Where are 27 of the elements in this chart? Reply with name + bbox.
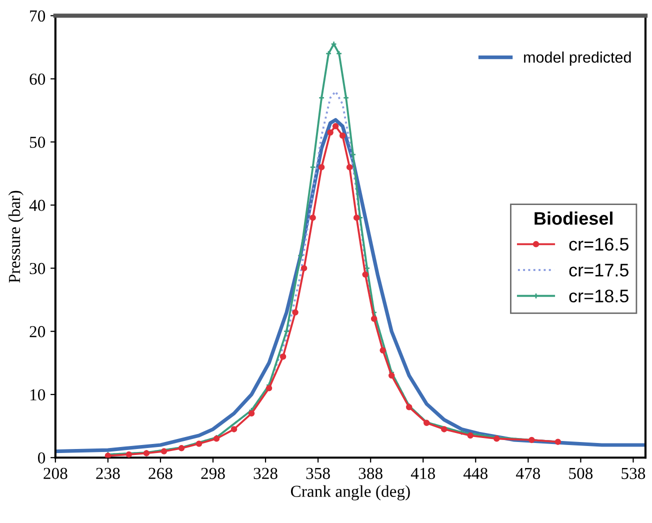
legend-title: Biodiesel <box>534 212 612 225</box>
x-tick-label: 328 <box>254 468 278 480</box>
x-tick-label: 418 <box>410 468 435 480</box>
x-tick-label: 208 <box>44 468 68 480</box>
x-tick-label: 538 <box>622 468 646 480</box>
x-tick-label: 388 <box>358 468 382 480</box>
y-tick-label: 70 <box>30 10 46 22</box>
y-tick-label: 40 <box>29 200 46 212</box>
legend-label: cr=18.5 <box>569 290 628 302</box>
y-tick-label: 50 <box>30 136 46 148</box>
x-tick-label: 238 <box>96 468 120 480</box>
y-tick-label: 10 <box>30 389 46 400</box>
x-tick-label: 268 <box>148 468 172 480</box>
x-tick-label: 358 <box>306 468 330 480</box>
legend-label: cr=17.5 <box>569 264 628 277</box>
legend-label: cr=16.5 <box>569 238 628 251</box>
x-tick-label: 508 <box>569 468 593 480</box>
x-tick-label: 298 <box>201 468 225 480</box>
y-tick-label: 30 <box>30 262 46 274</box>
y-tick-label: 20 <box>30 326 46 338</box>
y-axis-title: Pressure (bar) <box>8 190 24 283</box>
x-tick-label: 448 <box>463 468 488 480</box>
x-axis-title: Crank angle (deg) <box>290 485 410 500</box>
legend-label: model predicted <box>524 52 631 66</box>
x-tick-label: 478 <box>516 468 540 480</box>
y-tick-label: 60 <box>30 74 46 85</box>
y-tick-label: 0 <box>38 452 46 464</box>
